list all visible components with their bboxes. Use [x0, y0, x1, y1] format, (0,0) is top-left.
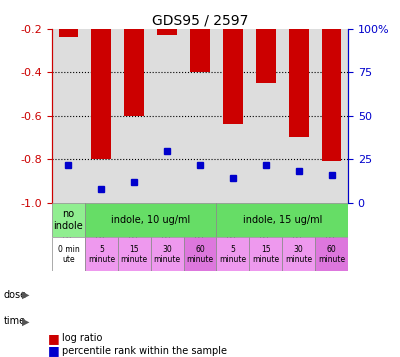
Bar: [151, 237, 184, 271]
Title: GDS95 / 2597: GDS95 / 2597: [152, 14, 248, 27]
Bar: [289, 29, 308, 137]
Text: 60
minute: 60 minute: [318, 245, 345, 264]
Bar: [322, 29, 342, 161]
Bar: [315, 237, 348, 271]
Bar: [85, 237, 118, 271]
Text: time: time: [4, 316, 26, 326]
Bar: [157, 29, 177, 35]
Text: ▶: ▶: [22, 316, 30, 326]
Text: percentile rank within the sample: percentile rank within the sample: [62, 346, 227, 356]
Bar: [190, 29, 210, 72]
Bar: [282, 237, 315, 271]
Text: log ratio: log ratio: [62, 333, 102, 343]
Text: indole, 10 ug/ml: indole, 10 ug/ml: [111, 215, 190, 225]
Text: 0 min
ute: 0 min ute: [58, 245, 79, 264]
Text: 60
minute: 60 minute: [186, 245, 214, 264]
Text: 15
minute: 15 minute: [121, 245, 148, 264]
Text: ■: ■: [48, 332, 60, 345]
Bar: [92, 29, 111, 159]
Bar: [216, 237, 249, 271]
Bar: [124, 29, 144, 116]
Bar: [52, 203, 85, 237]
Text: dose: dose: [4, 290, 27, 300]
Text: 30
minute: 30 minute: [285, 245, 312, 264]
Text: no
indole: no indole: [54, 209, 83, 231]
Bar: [118, 237, 151, 271]
Bar: [216, 203, 348, 237]
Bar: [58, 29, 78, 37]
Bar: [249, 237, 282, 271]
Bar: [85, 203, 216, 237]
Text: 30
minute: 30 minute: [154, 245, 181, 264]
Text: 5
minute: 5 minute: [88, 245, 115, 264]
Text: indole, 15 ug/ml: indole, 15 ug/ml: [242, 215, 322, 225]
Text: ■: ■: [48, 344, 60, 357]
Text: 5
minute: 5 minute: [219, 245, 246, 264]
Text: ▶: ▶: [22, 290, 30, 300]
Bar: [184, 237, 216, 271]
Bar: [223, 29, 243, 125]
Bar: [52, 237, 85, 271]
Bar: [256, 29, 276, 83]
Text: 15
minute: 15 minute: [252, 245, 279, 264]
